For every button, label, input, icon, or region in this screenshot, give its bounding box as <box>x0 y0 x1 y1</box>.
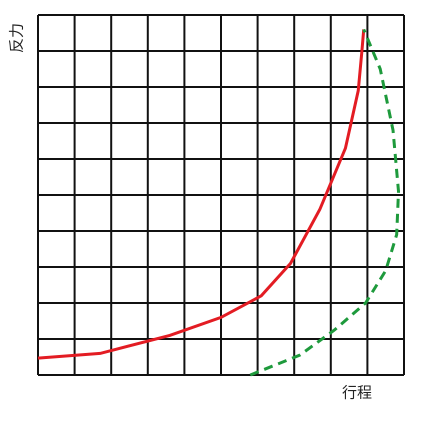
line-series <box>249 28 401 377</box>
line-series <box>37 29 366 360</box>
y-axis-label: 反力 <box>8 23 26 53</box>
x-axis-label: 行程 <box>342 384 372 402</box>
